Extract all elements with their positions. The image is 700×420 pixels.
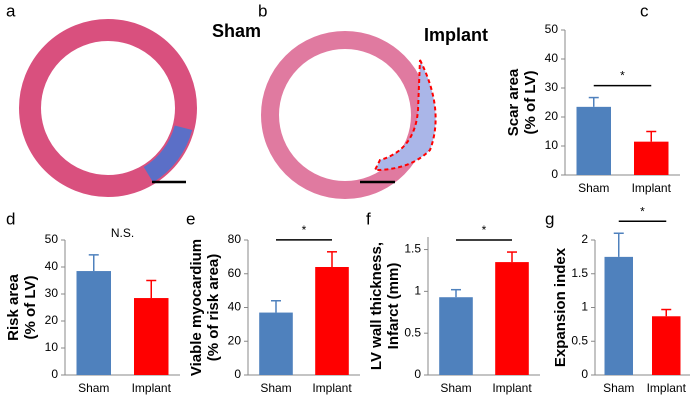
y-axis-label: Viable myocardium [188, 239, 205, 376]
x-tick-label: Implant [647, 381, 687, 395]
y-tick-label: 30 [45, 286, 59, 300]
x-tick-label: Sham [440, 381, 471, 395]
error-bar [327, 251, 337, 267]
significance-label: * [640, 204, 645, 218]
bar [76, 271, 111, 375]
significance-label: * [620, 69, 625, 83]
bar [604, 256, 633, 375]
bar [439, 297, 473, 375]
implant-outline [373, 59, 437, 172]
y-tick-label: 1.5 [571, 266, 588, 280]
bar [315, 267, 349, 375]
bar [495, 262, 529, 375]
y-tick-label: 0.5 [404, 325, 421, 339]
y-axis-label: (% of LV) [522, 71, 539, 135]
x-tick-label: Implant [312, 381, 352, 395]
y-axis-label: Expansion index [552, 247, 569, 367]
error-bar [88, 254, 99, 272]
y-tick-label: 1.5 [404, 242, 421, 256]
significance-label: * [482, 223, 487, 237]
x-tick-label: Sham [603, 381, 634, 395]
y-tick-label: 40 [228, 300, 242, 314]
x-tick-label: Implant [492, 381, 532, 395]
y-tick-label: 20 [45, 313, 59, 327]
x-tick-label: Implant [632, 181, 672, 195]
panel-label: b [258, 1, 267, 20]
x-tick-label: Sham [260, 381, 291, 395]
panel-label: c [640, 1, 649, 20]
y-tick-label: 0 [581, 367, 588, 381]
y-tick-label: 10 [45, 340, 59, 354]
y-tick-label: 40 [45, 259, 59, 273]
error-bar [507, 251, 517, 263]
y-tick-label: 60 [228, 266, 242, 280]
y-tick-label: 30 [545, 80, 559, 94]
error-bar [661, 308, 672, 317]
tissue-ring [19, 19, 197, 197]
y-tick-label: 20 [228, 333, 242, 347]
image-title: Sham [212, 21, 261, 41]
error-bar [646, 130, 657, 142]
y-tick-label: 50 [45, 232, 59, 246]
panel-label: d [6, 209, 15, 228]
y-tick-label: 2 [581, 232, 588, 246]
y-axis-label: Scar area [505, 68, 522, 136]
error-bar [588, 96, 599, 107]
panel-label: g [545, 209, 554, 228]
y-axis-label: (% of risk area) [205, 254, 222, 362]
significance-label: * [302, 223, 307, 237]
error-bar [451, 288, 461, 298]
y-tick-label: 0 [551, 167, 558, 181]
y-tick-label: 20 [545, 109, 559, 123]
y-axis-label: (% of LV) [22, 276, 39, 340]
panel-label: a [6, 1, 16, 20]
y-tick-label: 1 [581, 300, 588, 314]
bar [134, 298, 169, 375]
panel-label: e [186, 209, 195, 228]
y-axis-label: Infarct (mm) [385, 263, 402, 350]
y-tick-label: 1 [414, 284, 421, 298]
y-tick-label: 0 [51, 367, 58, 381]
image-title: Implant [424, 25, 488, 45]
panel-b-image [261, 31, 437, 199]
error-bar [613, 232, 624, 257]
panel-label: f [366, 209, 371, 228]
x-tick-label: Sham [578, 181, 609, 195]
x-tick-label: Implant [132, 381, 172, 395]
error-bar [146, 279, 157, 299]
y-tick-label: 0.5 [571, 333, 588, 347]
y-axis-label: Risk area [5, 273, 22, 340]
y-tick-label: 40 [545, 51, 559, 65]
y-tick-label: 0 [234, 367, 241, 381]
y-tick-label: 0 [414, 367, 421, 381]
y-tick-label: 10 [545, 138, 559, 152]
bar [576, 106, 611, 175]
y-axis-label: LV wall thickness, [368, 242, 385, 370]
bar [652, 316, 681, 375]
panel-a-image [19, 19, 197, 197]
error-bar [271, 300, 281, 313]
significance-label: N.S. [111, 226, 134, 240]
y-tick-label: 50 [545, 22, 559, 36]
bar [259, 312, 293, 375]
y-tick-label: 80 [228, 232, 242, 246]
x-tick-label: Sham [78, 381, 109, 395]
bar [634, 141, 669, 175]
